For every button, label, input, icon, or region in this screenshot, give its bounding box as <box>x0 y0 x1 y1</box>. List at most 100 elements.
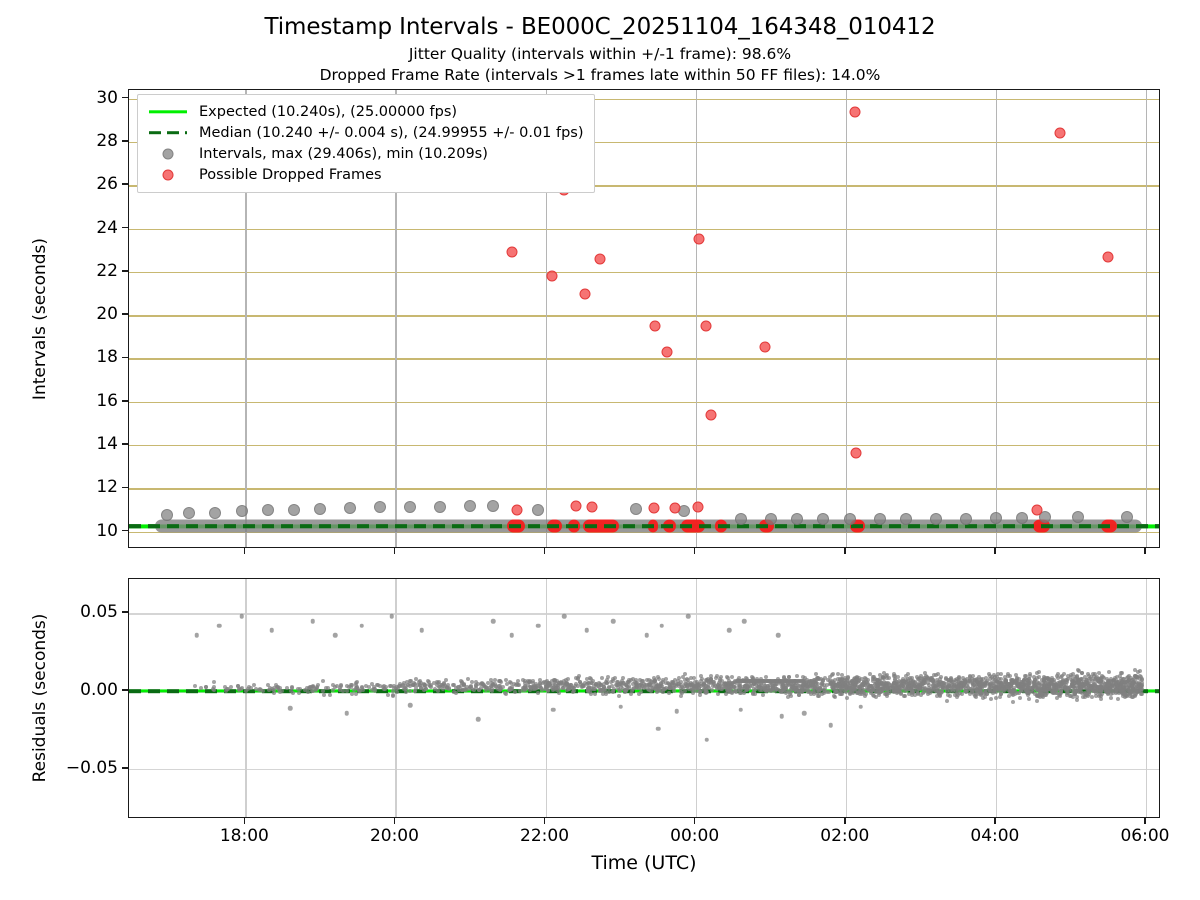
gridline-horizontal <box>129 613 1159 615</box>
residual-point <box>741 691 746 696</box>
residual-point <box>612 675 617 680</box>
residual-point <box>1066 685 1071 690</box>
residual-point <box>973 693 978 698</box>
residual-point <box>986 682 991 687</box>
residual-point <box>671 681 676 686</box>
residual-point <box>944 682 949 687</box>
residual-point <box>331 683 336 688</box>
residual-point <box>381 684 386 689</box>
residual-point <box>804 680 809 685</box>
residual-point <box>1074 688 1079 693</box>
residual-outlier-point <box>685 614 691 619</box>
residual-point <box>845 681 850 686</box>
residual-point <box>408 681 413 686</box>
residual-point <box>749 675 754 680</box>
residual-point <box>917 680 922 685</box>
residual-point <box>850 679 855 684</box>
residual-point <box>593 682 598 687</box>
residual-point <box>822 688 827 693</box>
residual-point <box>618 682 623 687</box>
residual-point <box>752 688 757 693</box>
residual-point <box>314 684 319 689</box>
residual-point <box>738 688 743 693</box>
residual-point <box>1096 680 1101 685</box>
residual-point <box>296 690 301 695</box>
residual-point <box>349 683 354 688</box>
residual-point <box>984 688 989 693</box>
residual-point <box>801 674 806 679</box>
residual-point <box>935 688 940 693</box>
residual-point <box>456 687 461 692</box>
residual-point <box>551 686 556 691</box>
residual-point <box>408 688 413 693</box>
residual-point <box>830 679 835 684</box>
y-tick-label-intervals: 20 <box>96 304 118 325</box>
interval-point <box>1038 510 1051 523</box>
residual-point <box>1010 699 1015 704</box>
residual-outlier-point <box>509 632 515 638</box>
residual-point <box>198 686 203 691</box>
residual-point <box>720 678 725 683</box>
residuals-plot-surface <box>129 579 1159 817</box>
residual-point <box>869 684 874 689</box>
residual-outlier-point <box>610 618 616 624</box>
residual-point <box>805 682 810 687</box>
residual-point <box>848 692 853 697</box>
residual-point <box>890 686 895 691</box>
residual-point <box>836 685 841 690</box>
interval-point <box>183 507 196 520</box>
interval-point <box>235 505 248 518</box>
residual-point <box>709 679 714 684</box>
residual-point <box>953 689 958 694</box>
residual-point <box>382 687 387 692</box>
residual-point <box>934 684 939 689</box>
legend-marker-median-line-icon <box>147 126 189 140</box>
residual-point <box>991 673 996 678</box>
residual-point <box>377 683 382 688</box>
residual-point <box>874 681 879 686</box>
residual-point <box>692 688 697 693</box>
residual-point <box>743 687 748 692</box>
residual-point <box>469 680 474 685</box>
residual-point <box>701 682 706 687</box>
residual-point <box>794 674 799 679</box>
residual-point <box>375 683 380 688</box>
residual-point <box>808 678 813 683</box>
residual-point <box>882 676 887 681</box>
dashed-line-icon <box>149 130 187 135</box>
residual-point <box>660 678 665 683</box>
residual-point <box>933 673 938 678</box>
dropped-frame-point <box>661 346 673 358</box>
residual-point <box>898 681 903 686</box>
residual-point <box>790 685 795 690</box>
residual-point <box>1049 686 1054 691</box>
residual-point <box>956 675 961 680</box>
residual-point <box>513 689 518 694</box>
residual-point <box>1040 692 1045 697</box>
residual-point <box>815 685 820 690</box>
interval-point <box>404 501 417 514</box>
residual-point <box>975 692 980 697</box>
residual-point <box>751 681 756 686</box>
residual-point <box>1076 668 1081 672</box>
residual-point <box>585 677 590 682</box>
residual-point <box>479 685 484 690</box>
x-tick-label: 06:00 <box>1120 826 1170 846</box>
residual-point <box>1101 679 1106 684</box>
dropped-frame-point <box>649 320 661 332</box>
residual-point <box>1096 689 1101 694</box>
median-line <box>129 689 1159 693</box>
residual-point <box>786 675 791 680</box>
residual-outlier-point <box>344 710 349 716</box>
residual-point <box>848 685 853 690</box>
residual-point <box>395 684 400 689</box>
residual-point <box>692 680 697 685</box>
residual-point <box>635 686 640 691</box>
residual-point <box>239 686 244 691</box>
residual-point <box>683 671 688 676</box>
residual-point <box>846 675 851 680</box>
interval-point <box>374 501 387 514</box>
residual-point <box>1083 675 1088 680</box>
legend-item-intervals: Intervals, max (29.406s), min (10.209s) <box>147 143 584 164</box>
residual-point <box>631 685 636 690</box>
